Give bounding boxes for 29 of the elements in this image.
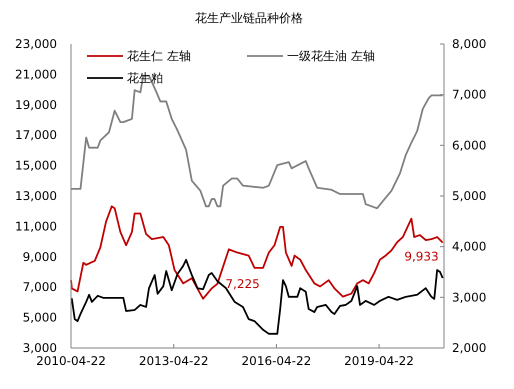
line-series: [70, 205, 444, 300]
y2-tick-label: 5,000: [452, 189, 486, 203]
x-tick-label: 2019-04-22: [344, 354, 414, 368]
y-tick-label: 11,000: [15, 219, 57, 234]
y2-tick-label: 4,000: [452, 240, 486, 254]
y2-tick-label: 2,000: [452, 341, 486, 355]
legend-label: 花生仁 左轴: [127, 49, 191, 63]
y-tick-label: 13,000: [15, 189, 57, 203]
y-tick-label: 7,000: [22, 280, 57, 294]
chart-title: 花生产业链品种价格: [195, 11, 303, 25]
y2-tick-label: 8,000: [452, 37, 486, 51]
x-tick-label: 2016-04-22: [242, 354, 312, 368]
y-tick-label: 3,000: [22, 341, 57, 355]
legend-label: 一级花生油 左轴: [287, 49, 375, 63]
legend-label: 花生粕: [127, 71, 163, 85]
y-tick-label: 21,000: [15, 67, 57, 82]
y2-tick-label: 6,000: [452, 138, 486, 152]
y2-tick-label: 3,000: [452, 290, 486, 304]
y-tick-label: 9,000: [22, 250, 57, 264]
y2-tick-label: 7,000: [452, 88, 486, 102]
y-tick-label: 19,000: [15, 98, 57, 112]
y-tick-label: 23,000: [15, 37, 57, 51]
y-tick-label: 15,000: [15, 158, 57, 173]
y-tick-label: 17,000: [15, 128, 57, 142]
annotation: 7,225: [225, 276, 260, 291]
x-tick-label: 2010-04-22: [36, 354, 106, 368]
x-tick-label: 2013-04-22: [138, 354, 209, 368]
y-tick-label: 5,000: [22, 310, 57, 325]
annotation: 9,933: [404, 250, 439, 264]
